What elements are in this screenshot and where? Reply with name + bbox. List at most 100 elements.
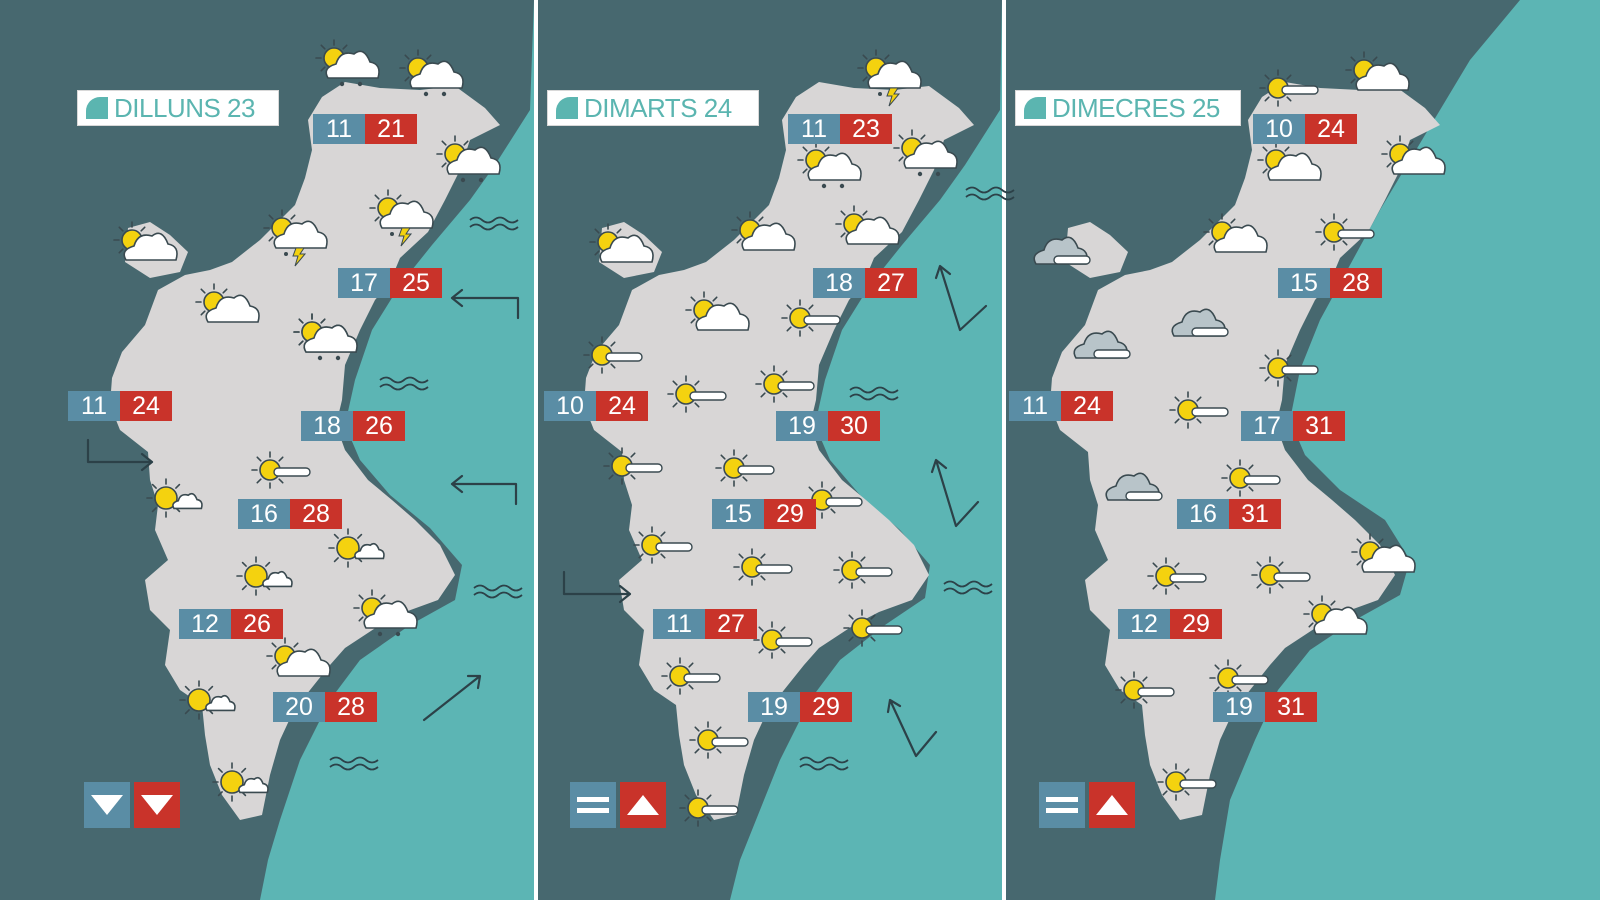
sun-small-cloud-icon	[328, 528, 385, 568]
panel-map	[0, 0, 534, 900]
sun-haze-icon	[1209, 659, 1269, 697]
cloud-haze-icon	[1105, 472, 1163, 501]
sun-haze-icon	[661, 657, 721, 695]
temp-min: 18	[301, 411, 353, 441]
sun-small-cloud-icon	[236, 556, 293, 596]
panel-title-monday: DILLUNS 23	[77, 90, 279, 126]
temp-min: 11	[1009, 391, 1061, 421]
panel-title-text: DIMARTS 24	[584, 92, 732, 123]
sun-haze-icon	[833, 551, 893, 589]
temp-max: 25	[390, 268, 442, 298]
panel-title-tuesday: DIMARTS 24	[547, 90, 759, 126]
temp-max: 28	[290, 499, 342, 529]
temp-max: 28	[325, 692, 377, 722]
temp-max: 21	[365, 114, 417, 144]
wind-arrow-icon	[886, 698, 938, 758]
temp-max: 28	[1330, 268, 1382, 298]
temp-max: 24	[1061, 391, 1113, 421]
title-tab-icon	[556, 97, 578, 119]
sea-area	[1215, 0, 1600, 900]
sun-cloud-icon	[1203, 213, 1268, 253]
trend-indicator	[1039, 782, 1135, 828]
sun-cloud-icon	[1257, 141, 1322, 181]
wind-arrow-icon	[562, 570, 632, 604]
title-tab-icon	[86, 97, 108, 119]
temp-min: 16	[1177, 499, 1229, 529]
sun-haze-icon	[689, 721, 749, 759]
cloud-haze-icon	[1171, 308, 1229, 337]
sea-area	[730, 0, 1002, 900]
sun-haze-icon	[1315, 213, 1375, 251]
temp-pair: 18 27	[813, 268, 917, 298]
sun-haze-icon	[667, 375, 727, 413]
sun-cloud-icon	[195, 283, 260, 323]
wind-arrow-icon	[450, 474, 518, 506]
wave-icon	[379, 376, 429, 391]
temp-pair: 11 24	[68, 391, 172, 421]
temp-max: 26	[353, 411, 405, 441]
cloud-haze-icon	[1073, 330, 1131, 359]
temp-pair: 10 24	[1253, 114, 1357, 144]
sun-haze-icon	[603, 447, 663, 485]
temp-pair: 12 29	[1118, 609, 1222, 639]
sun-cloud-icon	[589, 223, 654, 263]
wave-icon	[473, 584, 523, 599]
sun-cloud-storm-icon	[857, 49, 922, 107]
sun-haze-icon	[781, 299, 841, 337]
temp-min: 18	[813, 268, 865, 298]
wind-arrow-icon	[934, 264, 988, 332]
sun-cloud-rain-icon	[399, 49, 464, 97]
panel-title-text: DILLUNS 23	[114, 92, 255, 123]
sun-cloud-rain-icon	[893, 129, 958, 177]
wave-icon	[469, 216, 519, 231]
wave-icon	[943, 580, 993, 595]
temp-min: 16	[238, 499, 290, 529]
temp-min: 12	[1118, 609, 1170, 639]
sun-haze-icon	[755, 365, 815, 403]
temp-pair: 11 21	[313, 114, 417, 144]
sun-haze-icon	[733, 548, 793, 586]
sun-cloud-rain-icon	[797, 141, 862, 189]
trend-min-down-icon	[84, 782, 130, 828]
temp-pair: 19 31	[1213, 692, 1317, 722]
temp-pair: 11 24	[1009, 391, 1113, 421]
sun-small-cloud-icon	[179, 680, 236, 720]
wind-arrow-icon	[422, 674, 482, 722]
sun-cloud-storm-icon	[263, 209, 328, 267]
sun-cloud-icon	[1345, 51, 1410, 91]
sun-cloud-icon	[1351, 533, 1416, 573]
temp-min: 11	[653, 609, 705, 639]
temp-pair: 11 23	[788, 114, 892, 144]
sun-haze-icon	[251, 451, 311, 489]
sun-small-cloud-icon	[146, 478, 203, 518]
temp-min: 12	[179, 609, 231, 639]
sun-cloud-rain-icon	[353, 589, 418, 637]
sun-cloud-icon	[685, 291, 750, 331]
temp-min: 11	[68, 391, 120, 421]
panel-map	[1006, 0, 1600, 900]
temp-max: 29	[800, 692, 852, 722]
wave-icon	[799, 756, 849, 771]
sun-cloud-icon	[266, 637, 331, 677]
temp-pair: 17 25	[338, 268, 442, 298]
wind-arrow-icon	[450, 288, 520, 320]
sun-haze-icon	[803, 481, 863, 519]
sun-cloud-icon	[731, 211, 796, 251]
sun-cloud-icon	[293, 313, 358, 353]
trend-max-up-icon	[1089, 782, 1135, 828]
temp-pair: 20 28	[273, 692, 377, 722]
sun-haze-icon	[583, 336, 643, 374]
trend-max-up-icon	[620, 782, 666, 828]
temp-min: 19	[776, 411, 828, 441]
temp-min: 15	[712, 499, 764, 529]
temp-max: 29	[1170, 609, 1222, 639]
sun-haze-icon	[679, 789, 739, 827]
temp-max: 31	[1265, 692, 1317, 722]
sun-haze-icon	[1169, 391, 1229, 429]
panel-title-text: DIMECRES 25	[1052, 92, 1220, 123]
temp-max: 23	[840, 114, 892, 144]
temp-pair: 15 28	[1278, 268, 1382, 298]
temp-pair: 10 24	[544, 391, 648, 421]
sun-cloud-icon	[1381, 135, 1446, 175]
sun-haze-icon	[1221, 459, 1281, 497]
